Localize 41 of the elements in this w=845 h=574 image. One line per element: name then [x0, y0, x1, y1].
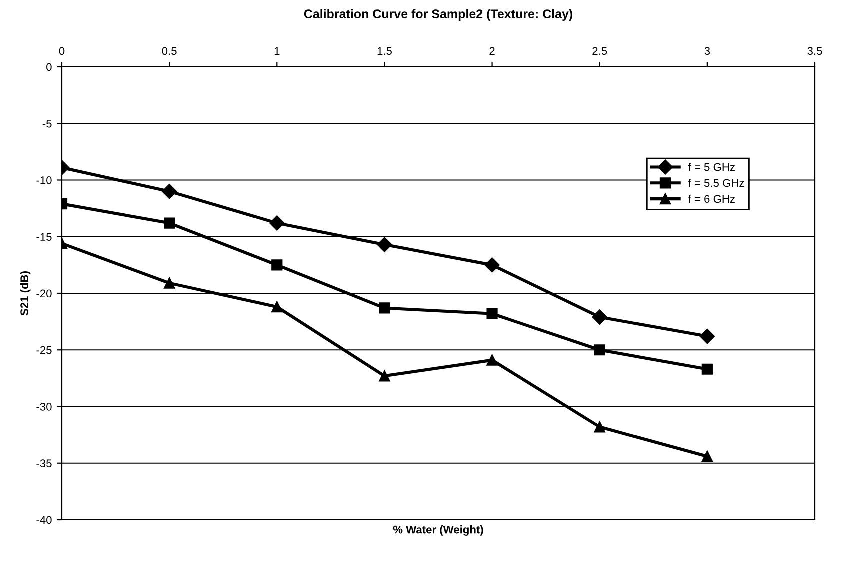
y-tick-label: -25: [36, 346, 52, 354]
y-tick-label: -10: [36, 176, 52, 184]
x-tick-label: 0: [59, 47, 65, 56]
y-tick-label: -5: [42, 120, 52, 128]
y-axis-title: S21 (dB): [20, 272, 31, 316]
legend-label: f = 6 GHz: [688, 194, 735, 204]
point: [377, 237, 392, 252]
point: [272, 260, 283, 271]
point: [702, 451, 713, 462]
x-tick-label: 2.5: [592, 47, 608, 56]
y-tick-label: -35: [36, 460, 52, 468]
point: [594, 344, 606, 356]
x-tick-label: 2: [490, 47, 495, 55]
point: [484, 258, 500, 273]
x-axis-title: % Water (Weight): [393, 526, 484, 536]
x-tick-label: 3: [704, 47, 710, 56]
x-tick-label: 3.5: [808, 47, 822, 56]
point: [592, 310, 608, 325]
point: [379, 370, 390, 382]
legend-label: f = 5.5 GHz: [688, 178, 744, 188]
point: [270, 216, 285, 231]
y-tick-label: -30: [36, 403, 52, 411]
y-tick-label: 0: [46, 63, 52, 72]
point: [594, 422, 606, 433]
point: [702, 364, 713, 375]
point: [379, 302, 390, 314]
point: [486, 354, 498, 366]
chart-title: Calibration Curve for Sample2 (Texture: Clay): [304, 9, 573, 21]
point: [700, 328, 715, 344]
point: [272, 302, 283, 313]
x-tick-label: 1: [274, 47, 280, 55]
point: [164, 218, 176, 229]
point: [162, 184, 178, 200]
x-tick-label: 1.5: [378, 47, 392, 56]
point: [164, 278, 176, 289]
y-tick-label: -40: [36, 516, 52, 524]
x-tick-label: 0.5: [162, 47, 177, 56]
point: [486, 308, 498, 320]
y-tick-label: -15: [36, 233, 52, 242]
y-tick-label: -20: [36, 290, 52, 298]
legend-label: f = 5 GHz: [688, 163, 735, 172]
